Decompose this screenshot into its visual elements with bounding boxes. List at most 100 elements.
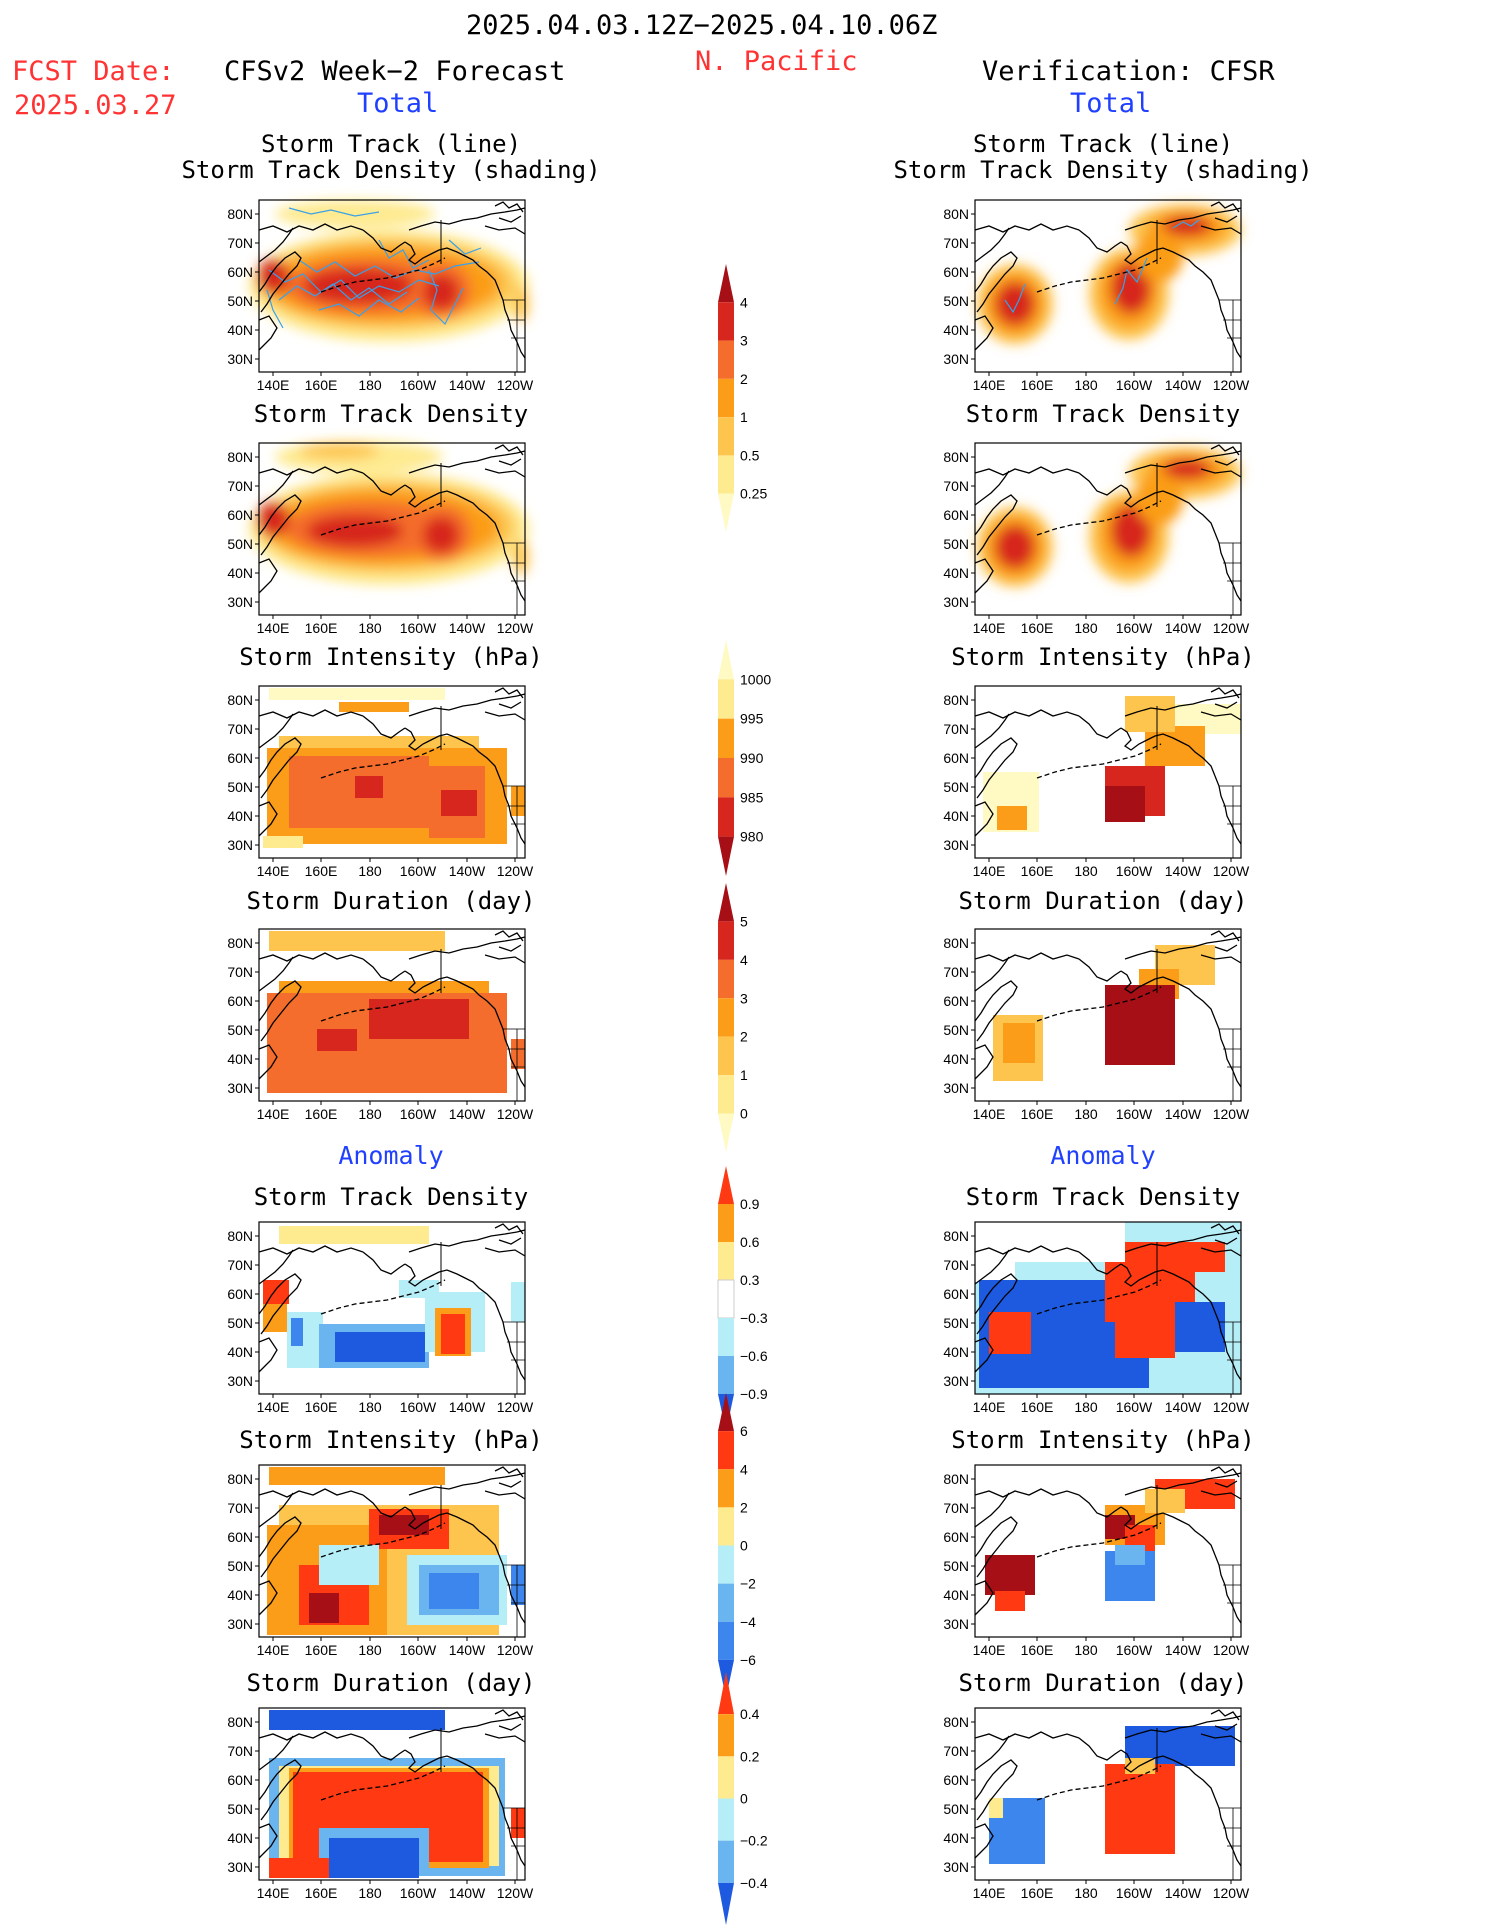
ver-track-line-title: Storm Track (line) [972, 130, 1234, 158]
lat-tick-label: 50N [227, 1558, 253, 1574]
lon-tick-label: 160W [1116, 1885, 1153, 1901]
colorbar-label: 0.25 [740, 486, 767, 502]
fc-track-density-map [249, 199, 529, 377]
lon-tick-label: 180 [1074, 1399, 1098, 1415]
lat-tick-label: 50N [943, 1022, 969, 1038]
colorbar-swatch [718, 378, 734, 418]
lon-tick-label: 140E [973, 1106, 1006, 1122]
lon-tick-label: 160W [1116, 377, 1153, 393]
region-label: N. Pacific [695, 46, 858, 77]
lon-tick-label: 160E [305, 1399, 338, 1415]
lat-tick-label: 80N [943, 935, 969, 951]
colorbar-swatch [718, 1318, 734, 1356]
lat-tick-label: 80N [943, 1471, 969, 1487]
lat-tick-label: 30N [227, 837, 253, 853]
lat-tick-label: 60N [227, 1772, 253, 1788]
lat-tick-label: 30N [227, 1859, 253, 1875]
lon-tick-label: 140W [449, 1399, 486, 1415]
lon-tick-label: 120W [497, 1642, 534, 1658]
lon-tick-label: 160W [400, 1642, 437, 1658]
lon-tick-label: 160E [305, 377, 338, 393]
colorbar-swatch [718, 1583, 734, 1622]
lon-tick-label: 140E [257, 1399, 290, 1415]
lon-tick-label: 180 [1074, 620, 1098, 636]
verification-title: Verification: CFSR [982, 56, 1275, 87]
lat-tick-label: 40N [943, 322, 969, 338]
fc-density-title: Storm Track Density [253, 400, 529, 428]
ver-track-density-map [970, 199, 1242, 377]
colorbar-label: 0.4 [740, 1706, 760, 1722]
fc-anomaly-label: Anomaly [338, 1141, 444, 1170]
lat-tick-label: 30N [943, 1080, 969, 1096]
lat-tick-label: 70N [943, 721, 969, 737]
colorbar-swatch [718, 1242, 734, 1280]
colorbar-swatch [717, 1279, 735, 1319]
lat-tick-label: 80N [943, 1714, 969, 1730]
lon-tick-label: 160E [1021, 1642, 1054, 1658]
lat-tick-label: 60N [227, 264, 253, 280]
lon-tick-label: 160E [305, 1106, 338, 1122]
lat-tick-label: 50N [227, 1315, 253, 1331]
colorbar-label: −6 [740, 1652, 756, 1668]
colorbar-swatch [718, 1545, 734, 1584]
colorbar-intensity-total: 1000 995 990 985 980 [718, 640, 771, 876]
lon-tick-label: 140W [449, 377, 486, 393]
lat-tick-label: 70N [227, 1500, 253, 1516]
lat-tick-label: 30N [227, 1616, 253, 1632]
fc-density-map [249, 441, 529, 620]
lon-tick-label: 160W [400, 377, 437, 393]
lon-tick-label: 140W [449, 1885, 486, 1901]
colorbar-swatch [718, 1672, 734, 1715]
lat-tick-label: 40N [227, 1587, 253, 1603]
lon-tick-label: 120W [497, 377, 534, 393]
lon-tick-label: 120W [1213, 1642, 1250, 1658]
ver-duration-map [970, 928, 1242, 1106]
ver-anom-duration-map [970, 1707, 1242, 1885]
lat-tick-label: 30N [943, 1616, 969, 1632]
ver-density-title: Storm Track Density [965, 400, 1241, 428]
colorbar-swatch [718, 1840, 734, 1883]
colorbar-label: 0 [740, 1106, 748, 1122]
lat-tick-label: 40N [943, 1344, 969, 1360]
lon-tick-label: 180 [1074, 1642, 1098, 1658]
lon-tick-label: 140W [1165, 620, 1202, 636]
lon-tick-label: 140W [1165, 1106, 1202, 1122]
colorbar-label: −2 [740, 1576, 756, 1592]
colorbar-label: 980 [740, 829, 764, 845]
lat-tick-label: 70N [227, 1257, 253, 1273]
lat-tick-label: 60N [943, 507, 969, 523]
lat-tick-label: 70N [227, 964, 253, 980]
lon-tick-label: 120W [1213, 1106, 1250, 1122]
lat-tick-label: 50N [227, 779, 253, 795]
lat-tick-label: 60N [227, 993, 253, 1009]
colorbar-label: 1 [740, 1067, 748, 1083]
lat-tick-label: 30N [943, 351, 969, 367]
lat-tick-label: 50N [227, 293, 253, 309]
colorbar-swatch [718, 1166, 734, 1204]
lat-tick-label: 40N [227, 1830, 253, 1846]
lon-tick-label: 140W [449, 620, 486, 636]
fc-anom-duration-title: Storm Duration (day) [246, 1669, 536, 1697]
fc-duration-map [254, 928, 526, 1106]
fc-intensity-title: Storm Intensity (hPa) [239, 643, 543, 671]
period-title: 2025.04.03.12Z−2025.04.10.06Z [466, 10, 938, 41]
fcst-date-label: FCST Date: [12, 56, 175, 87]
colorbar-label: 6 [740, 1423, 748, 1439]
lon-tick-label: 140E [973, 863, 1006, 879]
lat-tick-label: 70N [943, 1500, 969, 1516]
lon-tick-label: 140E [973, 1642, 1006, 1658]
ver-intensity-title: Storm Intensity (hPa) [951, 643, 1255, 671]
lon-tick-label: 140W [1165, 1642, 1202, 1658]
lon-tick-label: 180 [358, 1885, 382, 1901]
colorbar-duration-total: 5 4 3 2 1 0 [718, 883, 748, 1152]
colorbar-label: 995 [740, 711, 764, 727]
fc-duration-title: Storm Duration (day) [246, 887, 536, 915]
lat-tick-label: 70N [227, 721, 253, 737]
colorbar-swatch [718, 1356, 734, 1394]
lat-tick-label: 40N [227, 808, 253, 824]
colorbar-swatch [718, 1204, 734, 1242]
lon-tick-label: 160E [1021, 377, 1054, 393]
lon-tick-label: 180 [1074, 863, 1098, 879]
lon-tick-label: 160W [400, 1399, 437, 1415]
colorbar-swatch [718, 417, 734, 456]
